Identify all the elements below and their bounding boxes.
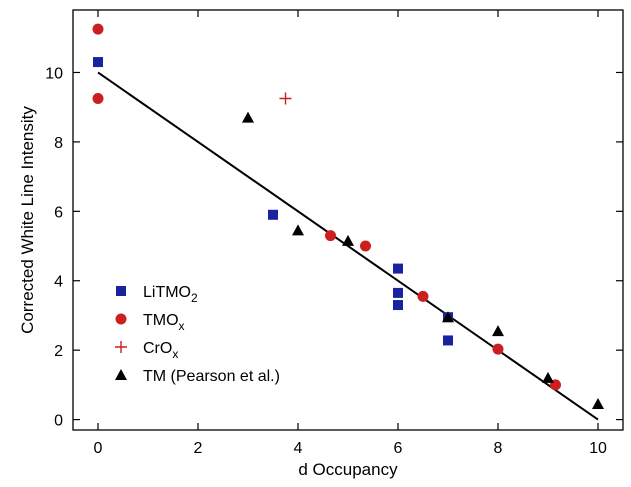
square-point (268, 209, 278, 220)
x-tick-label: 4 (294, 440, 303, 457)
legend-marker (116, 286, 126, 296)
legend: LiTMO2 TMOx CrOx TM (Pearson et al.) (115, 284, 280, 385)
legend-label: CrOx (143, 340, 178, 361)
y-tick-label: 10 (45, 65, 63, 82)
plot-frame (72, 9, 624, 431)
square-point (393, 300, 403, 311)
y-tick-label: 4 (54, 274, 63, 291)
data-points (92, 23, 604, 409)
triangle-point (492, 325, 504, 337)
circle-point (325, 230, 336, 242)
square-point (443, 335, 453, 346)
circle-point (492, 343, 504, 355)
legend-marker (115, 341, 127, 353)
y-tick-label: 8 (54, 135, 63, 152)
x-tick-label: 2 (194, 440, 203, 457)
triangle-point (592, 397, 604, 409)
x-tick-label: 8 (494, 440, 503, 457)
y-tick-label: 6 (54, 204, 63, 221)
square-point (393, 263, 403, 274)
x-tick-label: 0 (94, 440, 103, 457)
legend-marker (115, 313, 127, 325)
circle-point (360, 240, 371, 252)
plus-point (279, 92, 292, 105)
legend-label: TMOx (143, 312, 185, 333)
triangle-point (542, 371, 554, 383)
square-point (393, 287, 403, 298)
square-point (93, 57, 103, 68)
triangle-point (342, 234, 354, 246)
x-tick-label: 10 (589, 440, 607, 457)
triangle-point (442, 311, 454, 323)
x-tick-label: 6 (394, 440, 403, 457)
circle-point (417, 290, 429, 302)
axis-ticks: 0 2 4 6 8 10 0 2 4 6 8 10 (45, 10, 623, 457)
triangle-point (242, 111, 254, 123)
triangle-point (292, 224, 304, 236)
fit-line (97, 71, 599, 421)
legend-label: TM (Pearson et al.) (143, 368, 280, 385)
circle-point (92, 23, 104, 35)
y-axis-label: Corrected White Line Intensity (18, 106, 37, 334)
legend-label: LiTMO2 (143, 284, 198, 305)
y-tick-label: 0 (54, 413, 63, 430)
x-axis-label: d Occupancy (298, 460, 398, 479)
y-tick-label: 2 (54, 343, 63, 360)
circle-point (92, 93, 104, 105)
legend-marker (115, 369, 127, 380)
